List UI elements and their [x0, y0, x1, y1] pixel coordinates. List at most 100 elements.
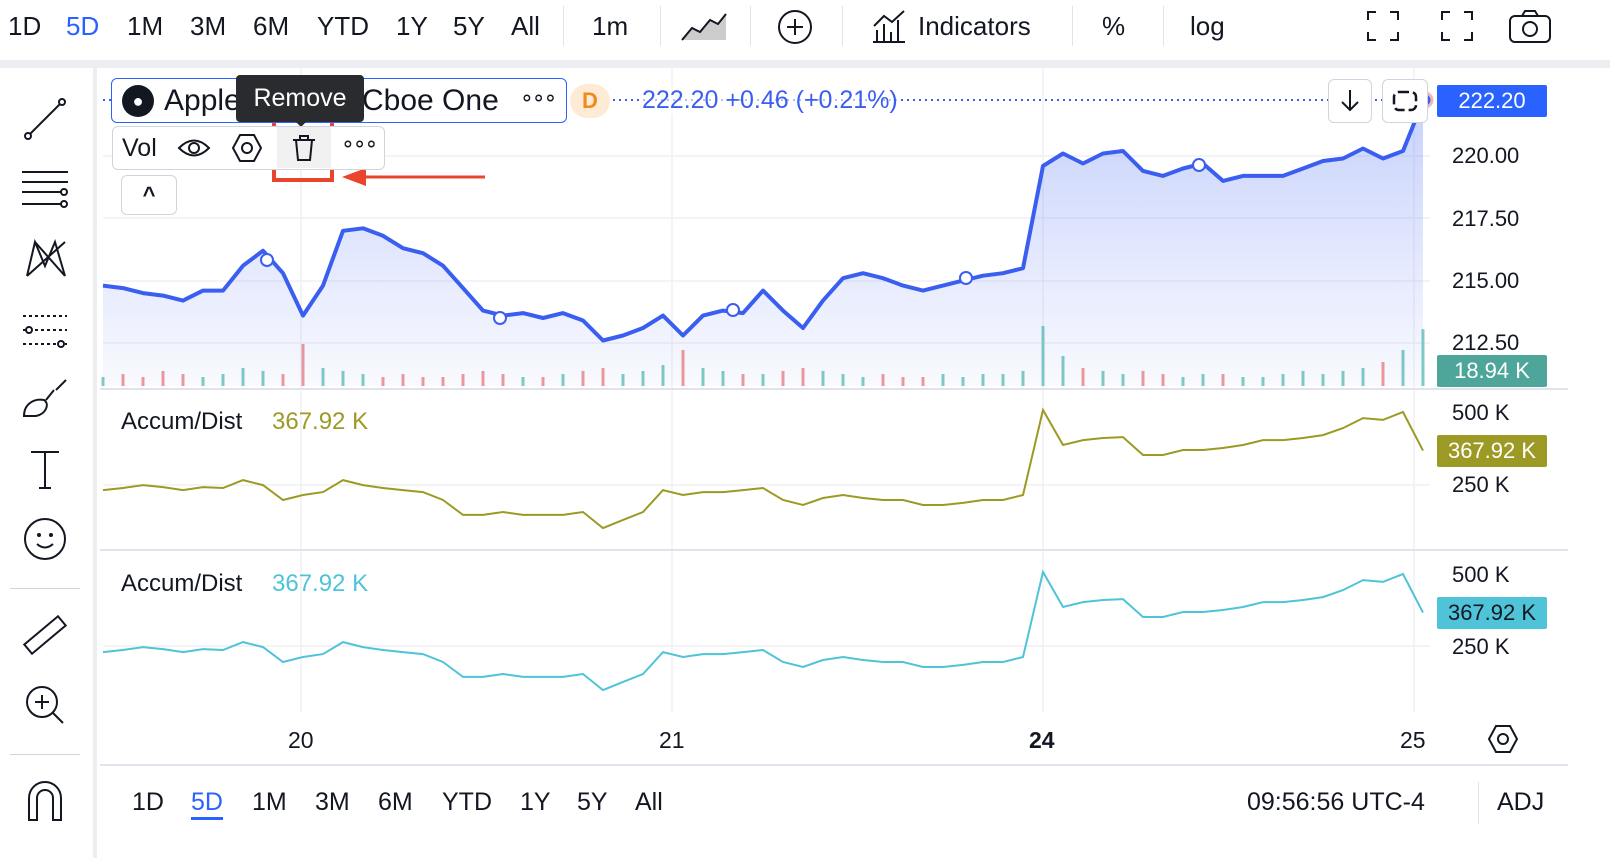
eye-icon[interactable] [177, 133, 211, 168]
divider [660, 6, 661, 46]
collapse-legend-button[interactable]: ^ [121, 175, 177, 215]
bottom-range-all[interactable]: All [635, 788, 663, 816]
interval-button[interactable]: 1m [592, 11, 629, 41]
divider [563, 6, 564, 46]
zoom-in-icon[interactable] [18, 678, 72, 732]
exchange-name: Cboe One [362, 84, 499, 117]
auto-scale-button[interactable] [1382, 79, 1428, 123]
scroll-to-latest-button[interactable] [1328, 79, 1372, 123]
divider [1478, 782, 1479, 824]
auto-scale-icon [1392, 90, 1418, 112]
range-1m[interactable]: 1M [127, 11, 164, 41]
chart-type-icon[interactable] [680, 10, 728, 51]
sidebar-divider [10, 588, 80, 589]
event-marker [959, 271, 973, 285]
ad-1-last-badge: 367.92 K [1437, 435, 1547, 467]
emoji-icon[interactable] [18, 512, 72, 566]
range-all[interactable]: All [511, 11, 540, 41]
text-tool-icon[interactable] [18, 442, 72, 496]
brush-icon[interactable] [18, 372, 72, 426]
adj-toggle[interactable]: ADJ [1497, 788, 1545, 816]
symbol-name: Apple [164, 84, 241, 117]
apple-logo-icon: ● [122, 85, 154, 117]
log-toggle[interactable]: log [1190, 11, 1225, 41]
last-price-badge: 222.20 [1437, 85, 1547, 117]
volume-last-badge: 18.94 K [1437, 355, 1547, 387]
ad-tick: 250 K [1452, 634, 1510, 659]
quote-change: 222.20 +0.46 (+0.21%) [642, 86, 898, 115]
event-marker [260, 253, 274, 267]
sidebar-divider [10, 754, 80, 755]
clock[interactable]: 09:56:56 UTC-4 [1247, 788, 1425, 816]
bottom-range-5d[interactable]: 5D [191, 788, 223, 820]
divider [1072, 6, 1073, 46]
price-area-fill [103, 101, 1423, 386]
annotation-arrow-head [342, 168, 366, 186]
bottom-range-1d[interactable]: 1D [132, 788, 164, 816]
range-ytd[interactable]: YTD [317, 11, 369, 41]
drawing-tools-sidebar [0, 68, 97, 858]
bottom-range-ytd[interactable]: YTD [442, 788, 492, 816]
ad-pane-2-value: 367.92 K [272, 570, 369, 597]
accum-dist-line-2 [102, 569, 1424, 692]
indicators-icon[interactable] [870, 8, 908, 53]
magnet-icon[interactable] [18, 774, 72, 828]
volume-legend: Vol ∘∘∘ [112, 126, 385, 170]
range-3m[interactable]: 3M [190, 11, 227, 41]
percent-toggle[interactable]: % [1102, 11, 1126, 41]
accum-dist-line-1 [102, 407, 1424, 530]
range-5d[interactable]: 5D [66, 11, 100, 41]
price-tick: 217.50 [1452, 206, 1520, 231]
ad-pane-1-label: Accum/Dist [121, 408, 243, 435]
fib-retracement-icon[interactable] [18, 162, 72, 216]
ad-pane-2-label: Accum/Dist [121, 570, 243, 597]
time-tick: 25 [1400, 727, 1426, 753]
range-1y[interactable]: 1Y [396, 11, 428, 41]
fullscreen-icon[interactable] [1366, 10, 1400, 51]
settings-icon[interactable] [231, 133, 263, 168]
range-6m[interactable]: 6M [253, 11, 290, 41]
range-1d[interactable]: 1D [8, 11, 42, 41]
trend-line-icon[interactable] [18, 92, 72, 146]
event-marker [726, 303, 740, 317]
bottom-range-6m[interactable]: 6M [378, 788, 413, 816]
bottom-range-3m[interactable]: 3M [315, 788, 350, 816]
divider [1163, 6, 1164, 46]
bottom-range-5y[interactable]: 5Y [577, 788, 608, 816]
ad-tick: 500 K [1452, 562, 1510, 587]
time-tick: 24 [1029, 727, 1055, 753]
event-markers [260, 158, 1206, 325]
forecast-icon[interactable] [18, 302, 72, 356]
divider [750, 6, 751, 46]
price-tick: 220.00 [1452, 143, 1520, 168]
camera-icon[interactable] [1508, 8, 1552, 53]
ad-2-last-badge: 367.92 K [1437, 597, 1547, 629]
ad-tick: 500 K [1452, 400, 1510, 425]
more-icon[interactable]: ∘∘∘ [341, 131, 378, 156]
top-toolbar: 1D 5D 1M 3M 6M YTD 1Y 5Y All 1m Indicato… [0, 0, 1610, 56]
compare-add-icon[interactable] [776, 8, 814, 55]
bottom-range-1m[interactable]: 1M [252, 788, 287, 816]
more-icon[interactable]: ∘∘∘ [520, 85, 557, 110]
price-tick: 212.50 [1452, 330, 1520, 355]
ad-tick: 250 K [1452, 472, 1510, 497]
event-marker [493, 311, 507, 325]
time-tick: 20 [288, 727, 314, 753]
arrow-down-icon [1341, 90, 1359, 112]
axis-settings-icon[interactable] [1487, 724, 1519, 759]
bottom-range-1y[interactable]: 1Y [520, 788, 551, 816]
ad-pane-1-value: 367.92 K [272, 408, 369, 435]
tooltip-pointer [294, 120, 308, 127]
maximize-icon[interactable] [1440, 10, 1474, 51]
toolbar-separator [0, 60, 1610, 68]
ruler-icon[interactable] [18, 608, 72, 662]
volume-label: Vol [122, 134, 157, 162]
indicators-button[interactable]: Indicators [918, 11, 1031, 41]
divider [842, 6, 843, 46]
delete-icon[interactable] [277, 127, 331, 168]
event-marker [1192, 158, 1206, 172]
pattern-icon[interactable] [18, 232, 72, 286]
dividend-badge[interactable]: D [570, 84, 610, 118]
range-5y[interactable]: 5Y [453, 11, 485, 41]
